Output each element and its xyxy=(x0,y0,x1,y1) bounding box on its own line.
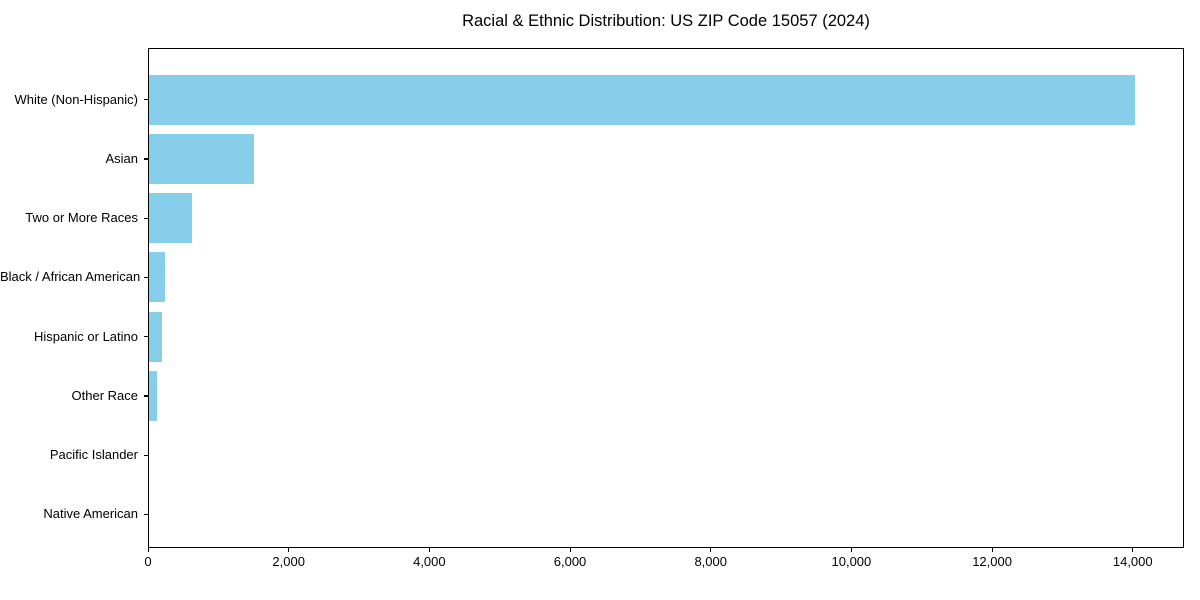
x-tick-label: 10,000 xyxy=(831,554,872,569)
x-tick-mark xyxy=(569,548,571,552)
y-tick-mark xyxy=(144,454,148,456)
y-tick-label: White (Non-Hispanic) xyxy=(14,91,138,107)
y-tick-label: Asian xyxy=(105,150,138,166)
y-tick-label: Pacific Islander xyxy=(49,447,138,463)
bar xyxy=(149,74,1135,125)
x-tick-label: 14,000 xyxy=(1112,554,1153,569)
y-tick-mark xyxy=(144,395,148,397)
y-tick-mark xyxy=(144,158,148,160)
bar xyxy=(149,252,165,303)
y-tick-label: Two or More Races xyxy=(25,210,138,226)
x-tick-mark xyxy=(991,548,993,552)
bar xyxy=(149,133,254,184)
plot-area xyxy=(148,48,1184,548)
y-tick-mark xyxy=(144,276,148,279)
x-tick-label: 6,000 xyxy=(553,554,587,569)
x-tick-mark xyxy=(428,548,431,552)
x-tick-mark xyxy=(710,548,712,552)
y-tick-label: Hispanic or Latino xyxy=(33,328,138,344)
bar xyxy=(149,370,157,421)
x-tick-label: 0 xyxy=(144,554,152,569)
y-tick-label: Black / African American xyxy=(0,269,141,285)
bar xyxy=(149,311,162,362)
y-tick-mark xyxy=(144,217,148,219)
y-tick-mark xyxy=(144,99,148,101)
x-tick-mark xyxy=(1132,548,1134,552)
y-tick-label: Native American xyxy=(43,506,138,522)
x-tick-mark xyxy=(147,548,149,552)
x-tick-label: 2,000 xyxy=(272,554,305,569)
x-tick-label: 4,000 xyxy=(413,554,446,569)
y-tick-mark xyxy=(144,513,148,516)
x-tick-mark xyxy=(850,548,853,552)
chart-title: Racial & Ethnic Distribution: US ZIP Cod… xyxy=(462,12,870,30)
bar xyxy=(149,193,192,244)
y-tick-mark xyxy=(144,336,148,338)
x-tick-label: 8,000 xyxy=(694,554,727,569)
y-tick-label: Other Race xyxy=(71,387,138,403)
x-tick-label: 12,000 xyxy=(972,554,1012,569)
x-tick-mark xyxy=(288,548,290,552)
